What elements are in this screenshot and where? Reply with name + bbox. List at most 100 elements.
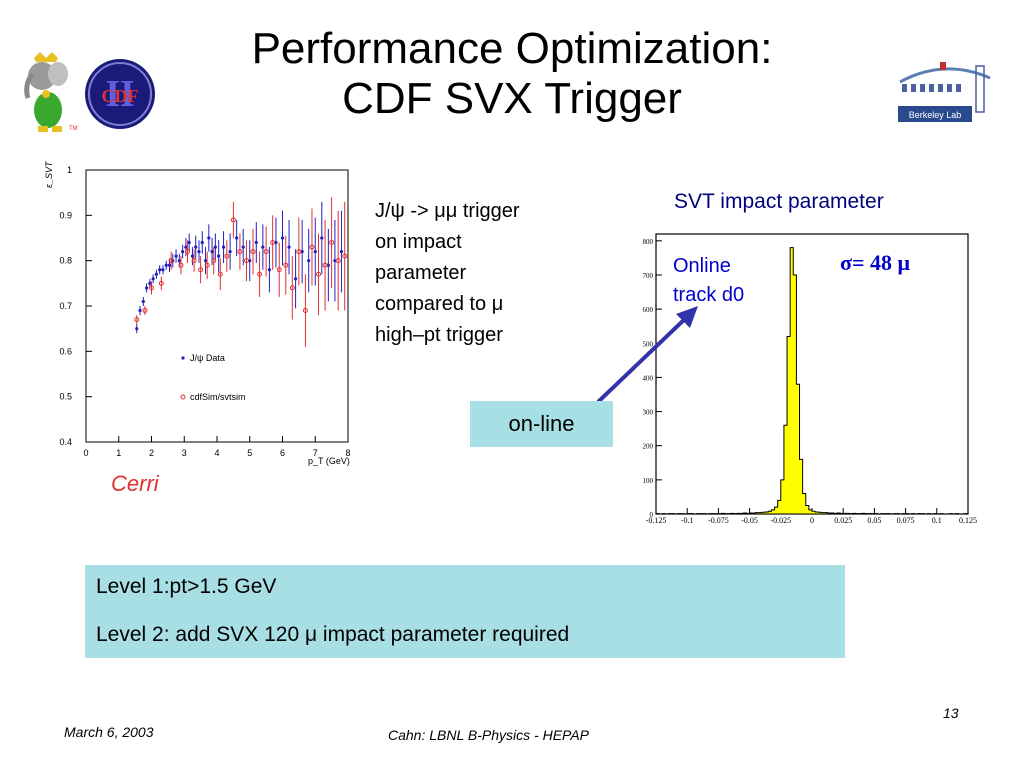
cdf-logo: II CDF — [85, 59, 155, 129]
hist-xtick-label: -0.125 — [646, 516, 667, 525]
eff-ytick-label: 1 — [67, 165, 72, 175]
eff-xtick-label: 5 — [247, 448, 252, 458]
cdf-logo-roman: II — [105, 73, 135, 115]
hist-xtick-label: 0.025 — [834, 516, 852, 525]
sim-point — [302, 308, 308, 314]
legend-data: J/ψ Data — [190, 353, 225, 363]
sim-point — [316, 271, 322, 277]
sim-point — [309, 244, 315, 250]
hist-xtick-label: -0.025 — [770, 516, 791, 525]
sim-point — [168, 258, 174, 264]
data-point — [241, 245, 245, 249]
sim-point — [134, 317, 140, 323]
sim-point — [322, 262, 328, 268]
hist-ytick-label: 600 — [643, 306, 654, 314]
eff-ylabel: ε_SVT — [44, 160, 54, 188]
cdf-logo-text: CDF — [102, 86, 139, 106]
eff-xtick-label: 8 — [345, 448, 350, 458]
slide-title: Performance Optimization: CDF SVX Trigge… — [160, 24, 864, 124]
sim-point — [329, 240, 335, 246]
berkeley-lab-logo: Berkeley Lab — [898, 62, 991, 122]
sim-point — [204, 262, 210, 268]
data-point — [158, 268, 162, 272]
hist-ytick-label: 500 — [643, 340, 654, 348]
sim-point — [185, 249, 191, 255]
sim-point — [335, 258, 341, 264]
data-point — [194, 245, 198, 249]
babar-logo — [24, 52, 68, 132]
data-point — [320, 236, 324, 240]
sim-point — [276, 267, 282, 273]
data-point — [164, 263, 168, 267]
hist-xtick-label: 0.1 — [932, 516, 942, 525]
sim-point — [230, 217, 236, 223]
hist-xtick-label: -0.1 — [681, 516, 694, 525]
hist-ytick-label: 0 — [650, 511, 654, 519]
cerri-label: Cerri — [111, 471, 159, 496]
sim-point — [158, 280, 164, 286]
title-line-2: CDF SVX Trigger — [342, 74, 682, 123]
data-point — [197, 250, 201, 254]
data-point — [254, 240, 258, 245]
sim-point — [270, 240, 276, 246]
eff-xtick-label: 6 — [280, 448, 285, 458]
data-point — [294, 277, 298, 281]
sim-point — [283, 262, 289, 268]
data-point — [144, 286, 149, 290]
data-point — [135, 327, 139, 331]
eff-xtick-label: 2 — [149, 448, 154, 458]
pointer-arrow — [596, 306, 698, 404]
data-point — [177, 259, 181, 263]
level-2-text: Level 2: add SVX 120 μ impact parameter … — [96, 623, 570, 646]
eff-ytick-label: 0.6 — [59, 346, 72, 356]
data-point — [300, 250, 304, 254]
hist-ytick-label: 400 — [643, 374, 654, 382]
data-point — [228, 250, 232, 254]
hist-ytick-label: 800 — [643, 238, 654, 246]
sim-point — [237, 249, 243, 255]
note-line: on impact — [375, 231, 462, 253]
sim-point — [289, 285, 295, 291]
eff-ytick-label: 0.5 — [59, 392, 72, 402]
sim-point — [178, 262, 184, 268]
levels-box: Level 1:pt>1.5 GeV Level 2: add SVX 120 … — [85, 565, 845, 658]
data-point — [333, 259, 337, 263]
svt-histogram: -0.125 -0.1 -0.075 -0.05 -0.025 0 0.025 0.05 0.0… — [643, 233, 977, 525]
eff-ytick-label: 0.8 — [59, 256, 72, 266]
data-point — [184, 245, 188, 249]
note-line: high–pt trigger — [375, 324, 503, 346]
data-point — [167, 263, 172, 267]
data-point — [187, 240, 191, 245]
eff-ytick-label: 0.9 — [59, 210, 72, 220]
data-point — [287, 245, 291, 249]
eff-xtick-label: 7 — [313, 448, 318, 458]
data-point — [203, 259, 208, 263]
data-point — [217, 254, 221, 258]
legend-sim-marker — [180, 394, 186, 400]
sim-point — [191, 258, 197, 264]
hist-ytick-label: 700 — [643, 272, 654, 280]
berkeley-lab-text: Berkeley Lab — [909, 110, 962, 120]
hist-ytick-label: 100 — [643, 477, 654, 485]
sim-point — [257, 271, 263, 277]
sim-point — [296, 249, 302, 255]
data-point — [274, 240, 278, 245]
data-point — [235, 236, 239, 240]
efficiency-chart: 0 1 2 3 4 5 6 7 8 0.4 0.5 0.6 0.7 0.8 0.9 1 ε_SVT p_T (… — [44, 160, 351, 466]
data-point — [161, 268, 165, 272]
hist-xtick-label: -0.075 — [708, 516, 729, 525]
eff-xtick-label: 3 — [182, 448, 187, 458]
sim-point — [142, 308, 148, 314]
page-number: 13 — [943, 705, 959, 721]
data-point — [267, 268, 271, 272]
sigma-label: σ= 48 μ — [840, 250, 910, 275]
eff-xtick-label: 4 — [214, 448, 219, 458]
footer-text: Cahn: LBNL B-Physics - HEPAP — [388, 727, 590, 743]
data-point — [190, 254, 195, 258]
data-point — [138, 308, 142, 313]
hist-xtick-label: 0 — [810, 516, 814, 525]
data-point — [261, 245, 265, 249]
legend-data-marker — [181, 356, 185, 360]
trigger-note: J/ψ -> μμ trigger on impact parameter co… — [375, 196, 585, 351]
online-label-line-1: Online — [673, 255, 731, 277]
